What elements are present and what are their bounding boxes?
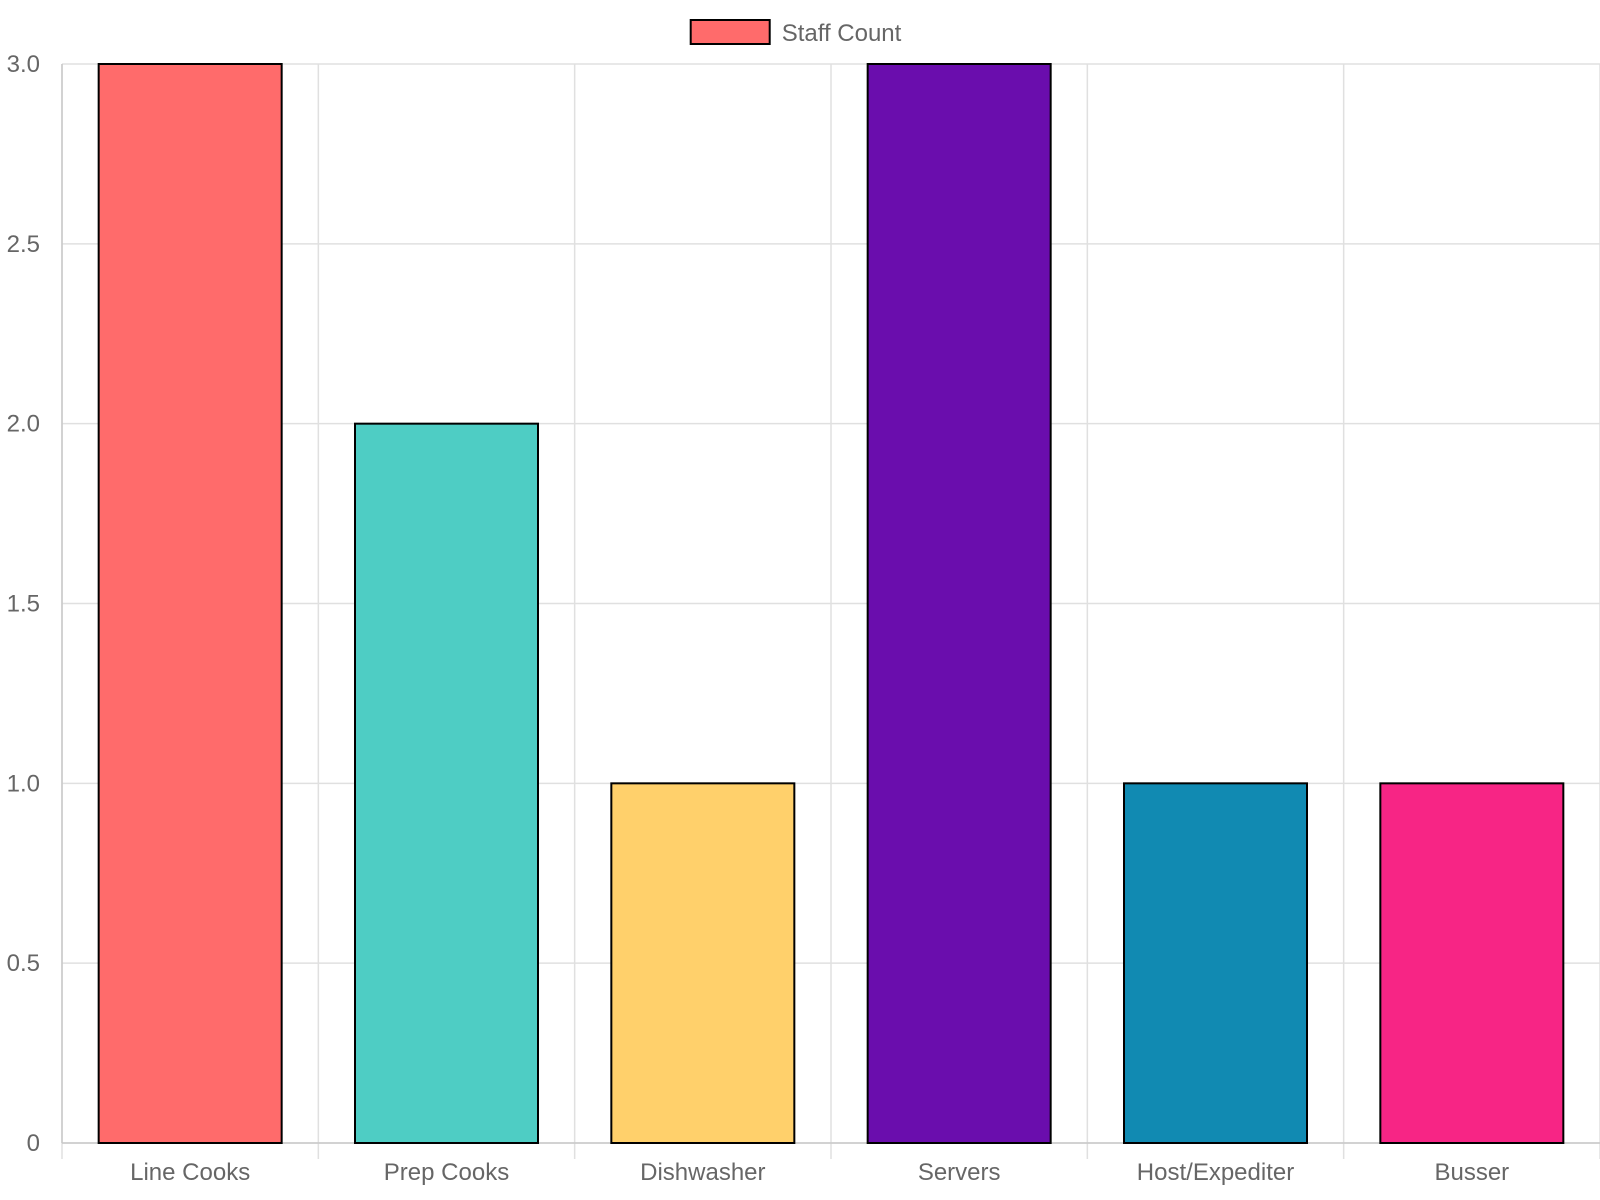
y-axis-tick-labels: 0 0.5 1.0 1.5 2.0 2.5 3.0 <box>7 51 40 1157</box>
legend[interactable]: Staff Count <box>689 19 902 47</box>
bar-host-expediter[interactable] <box>1123 782 1308 1144</box>
x-tick-label: Line Cooks <box>130 1159 250 1186</box>
legend-swatch[interactable] <box>689 19 771 45</box>
y-tick-label: 1.5 <box>7 591 40 618</box>
x-tick-label: Host/Expediter <box>1137 1159 1294 1186</box>
bar-busser[interactable] <box>1379 782 1565 1144</box>
legend-label[interactable]: Staff Count <box>782 20 902 47</box>
y-tick-label: 3.0 <box>7 51 40 78</box>
bar-prep-cooks[interactable] <box>354 422 539 1144</box>
y-tick-label: 2.5 <box>7 231 40 258</box>
y-tick-label: 1.0 <box>7 770 40 797</box>
x-tick-label: Dishwasher <box>640 1159 765 1186</box>
y-tick-label: 0.5 <box>7 950 40 977</box>
x-tick-label: Busser <box>1434 1159 1509 1186</box>
bar-servers[interactable] <box>866 63 1052 1144</box>
x-tick-label: Servers <box>918 1159 1001 1186</box>
y-tick-label: 2.0 <box>7 411 40 438</box>
bars <box>97 63 1565 1144</box>
axes <box>61 64 1600 1144</box>
grid-lines <box>61 63 1600 1159</box>
bar-line-cooks[interactable] <box>97 63 283 1144</box>
y-tick-label: 0 <box>27 1130 40 1157</box>
bar-dishwasher[interactable] <box>610 782 796 1144</box>
x-tick-label: Prep Cooks <box>384 1159 509 1186</box>
x-axis-tick-labels: Line Cooks Prep Cooks Dishwasher Servers Hos… <box>130 1159 1509 1186</box>
